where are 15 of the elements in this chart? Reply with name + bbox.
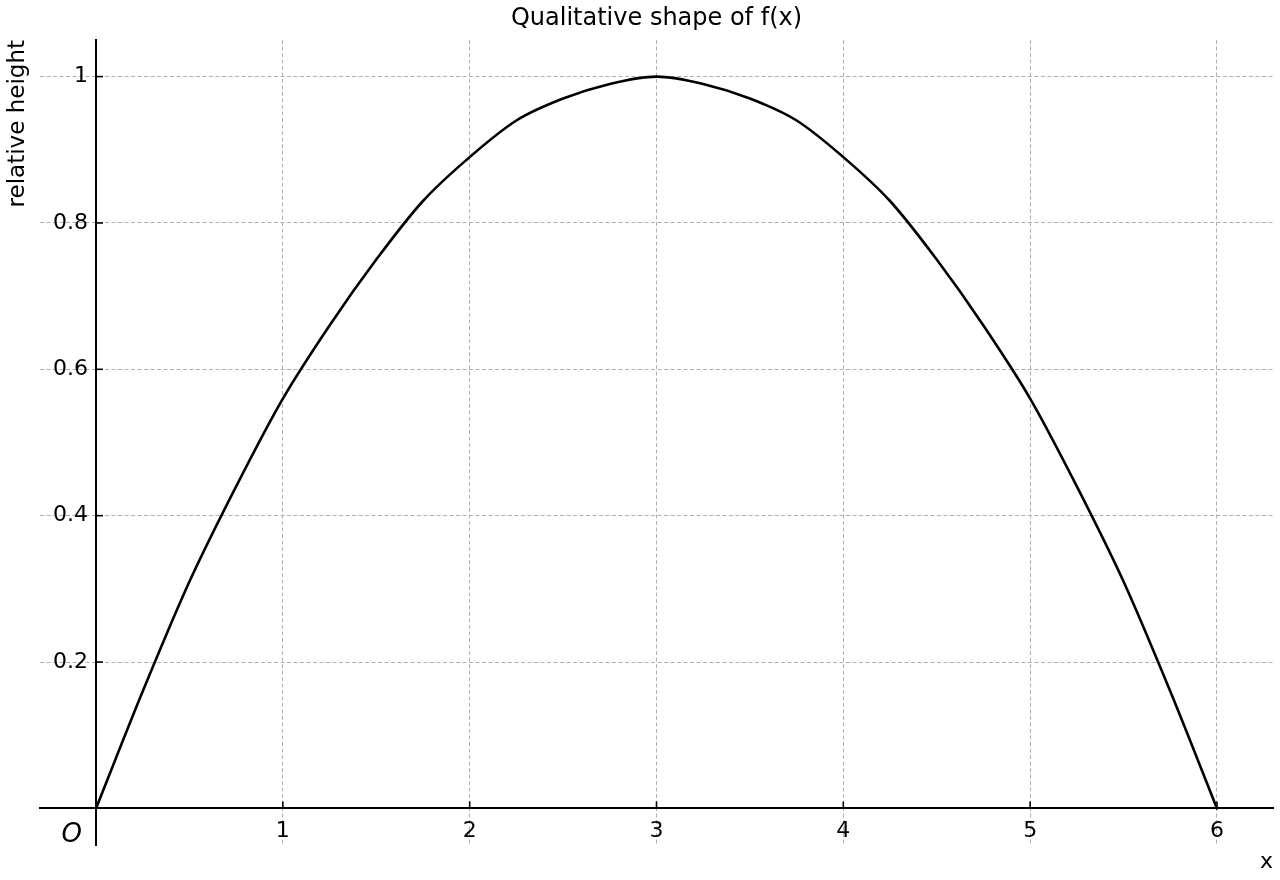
x-tick-label: 4	[836, 817, 851, 843]
y-tick-label: 0.8	[53, 208, 89, 234]
x-axis-title: x	[1259, 848, 1273, 873]
x-tick-label: 3	[649, 817, 664, 843]
x-tick-label: 6	[1209, 817, 1224, 843]
y-tick-label: 0.2	[53, 647, 89, 673]
y-axis-title: relative height	[2, 40, 29, 208]
x-tick-label: 1	[275, 817, 290, 843]
chart-title: Qualitative shape of f(x)	[510, 3, 803, 32]
y-tick-label: 1	[74, 62, 89, 88]
x-tick-label: 2	[462, 817, 477, 843]
y-tick-label: 0.6	[53, 355, 89, 381]
y-tick-label: 0.4	[53, 501, 89, 527]
annotation: O	[61, 818, 83, 849]
x-tick-label: 5	[1023, 817, 1038, 843]
